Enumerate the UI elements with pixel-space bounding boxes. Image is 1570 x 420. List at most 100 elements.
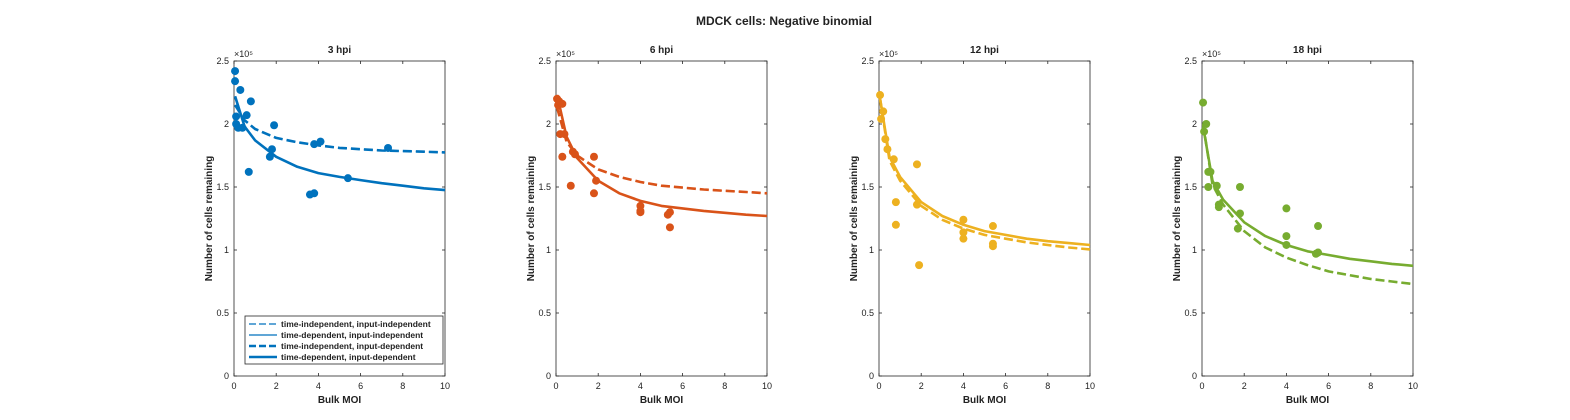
- x-axis-label: Bulk MOI: [318, 395, 362, 406]
- data-point: [891, 198, 900, 207]
- y-tick-label: 0: [869, 371, 874, 381]
- x-tick-label: 2: [596, 381, 601, 391]
- data-point: [959, 234, 968, 243]
- x-tick-label: 4: [638, 381, 643, 391]
- data-point: [570, 150, 579, 159]
- y-tick-label: 0: [224, 371, 229, 381]
- data-point: [238, 123, 247, 132]
- data-point: [267, 145, 276, 154]
- y-tick-label: 2: [1192, 119, 1197, 129]
- y-exponent-label: ×10⁵: [879, 49, 898, 59]
- subplot-3: 0 2 4 6 8 10 0 0.5 1 1.5 2 2.5 ×10⁵ 12 hpi Bulk MOI Num…: [849, 45, 1095, 406]
- y-exponent-label: ×10⁵: [234, 49, 253, 59]
- data-point: [1200, 127, 1209, 136]
- x-tick-label: 4: [1284, 381, 1289, 391]
- data-point: [959, 228, 968, 237]
- y-tick-label: 2.5: [538, 56, 551, 66]
- data-point: [270, 121, 279, 130]
- x-tick-label: 8: [1045, 381, 1050, 391]
- y-tick-label: 2.5: [1184, 56, 1197, 66]
- subplot-title: 18 hpi: [1293, 45, 1322, 56]
- legend-entry: time-independent, input-independent: [281, 319, 431, 329]
- data-point: [589, 152, 598, 161]
- y-tick-label: 1.5: [861, 182, 874, 192]
- y-tick-label: 2: [869, 119, 874, 129]
- data-point: [1233, 224, 1242, 233]
- subplot-2: 0 2 4 6 8 10 0 0.5 1 1.5 2 2.5 ×10⁵ 6 hpi Bulk MOI Numb…: [526, 45, 772, 406]
- data-point: [310, 140, 319, 149]
- data-point: [883, 145, 892, 154]
- data-point: [310, 189, 319, 198]
- data-point: [1202, 120, 1211, 128]
- x-tick-label: 4: [316, 381, 321, 391]
- x-tick-label: 10: [762, 381, 772, 391]
- data-point: [636, 206, 645, 215]
- series-line-3: [555, 107, 768, 195]
- data-point: [988, 242, 997, 251]
- y-tick-label: 0.5: [216, 308, 229, 318]
- data-point: [1206, 167, 1215, 176]
- data-point: [876, 91, 885, 100]
- data-point: [915, 261, 924, 270]
- x-tick-label: 0: [876, 381, 881, 391]
- data-point: [1212, 181, 1221, 190]
- data-point: [1199, 98, 1208, 107]
- data-point: [236, 85, 245, 94]
- y-tick-label: 2: [546, 119, 551, 129]
- y-tick-label: 0.5: [538, 308, 551, 318]
- subplot-1: 0 2 4 6 8 10 0 0.5 1 1.5 2 2.5 ×10⁵ 3 hpi Bulk MOI Numb…: [204, 45, 450, 406]
- data-point: [558, 152, 567, 161]
- data-point: [1282, 204, 1291, 213]
- data-point: [1282, 240, 1291, 249]
- data-point: [1235, 209, 1244, 218]
- y-exponent-label: ×10⁵: [556, 49, 575, 59]
- x-tick-label: 0: [1199, 381, 1204, 391]
- x-tick-label: 6: [1003, 381, 1008, 391]
- legend-entry: time-independent, input-dependent: [281, 341, 423, 351]
- data-point: [384, 143, 393, 152]
- data-point: [877, 114, 886, 123]
- series-line-3: [233, 104, 446, 154]
- data-point: [231, 67, 240, 76]
- x-tick-label: 10: [1408, 381, 1418, 391]
- y-tick-label: 2: [224, 119, 229, 129]
- x-tick-label: 10: [440, 381, 450, 391]
- x-tick-label: 8: [1368, 381, 1373, 391]
- data-point: [592, 176, 601, 185]
- data-point: [1235, 183, 1244, 191]
- data-point: [1204, 183, 1213, 191]
- x-tick-label: 8: [400, 381, 405, 391]
- x-axis-label: Bulk MOI: [963, 395, 1007, 406]
- x-tick-label: 2: [919, 381, 924, 391]
- y-tick-label: 1: [1192, 245, 1197, 255]
- x-axis-label: Bulk MOI: [640, 395, 684, 406]
- x-tick-label: 0: [553, 381, 558, 391]
- data-point: [665, 208, 674, 217]
- figure-title: MDCK cells: Negative binomial: [696, 14, 872, 28]
- data-point: [246, 97, 255, 106]
- data-point: [265, 152, 274, 161]
- y-tick-label: 0: [1192, 371, 1197, 381]
- data-point: [1314, 222, 1323, 231]
- plot-area: [555, 60, 768, 377]
- data-point: [244, 167, 253, 176]
- x-tick-label: 10: [1085, 381, 1095, 391]
- data-point: [558, 99, 567, 108]
- data-point: [560, 130, 569, 139]
- y-tick-label: 1: [224, 245, 229, 255]
- y-tick-label: 0.5: [861, 308, 874, 318]
- x-tick-label: 8: [722, 381, 727, 391]
- data-point: [589, 189, 598, 198]
- y-tick-label: 1.5: [538, 182, 551, 192]
- subplot-4: 0 2 4 6 8 10 0 0.5 1 1.5 2 2.5 ×10⁵ 18 hpi Bulk MOI Num…: [1172, 45, 1418, 406]
- x-tick-label: 0: [231, 381, 236, 391]
- plot-area: [1201, 60, 1414, 377]
- data-point: [912, 160, 921, 169]
- y-axis-label: Number of cells remaining: [1172, 156, 1183, 282]
- data-point: [1282, 232, 1291, 241]
- y-tick-label: 0: [546, 371, 551, 381]
- x-tick-label: 6: [680, 381, 685, 391]
- data-point: [891, 220, 900, 229]
- x-tick-label: 6: [1326, 381, 1331, 391]
- x-tick-label: 2: [274, 381, 279, 391]
